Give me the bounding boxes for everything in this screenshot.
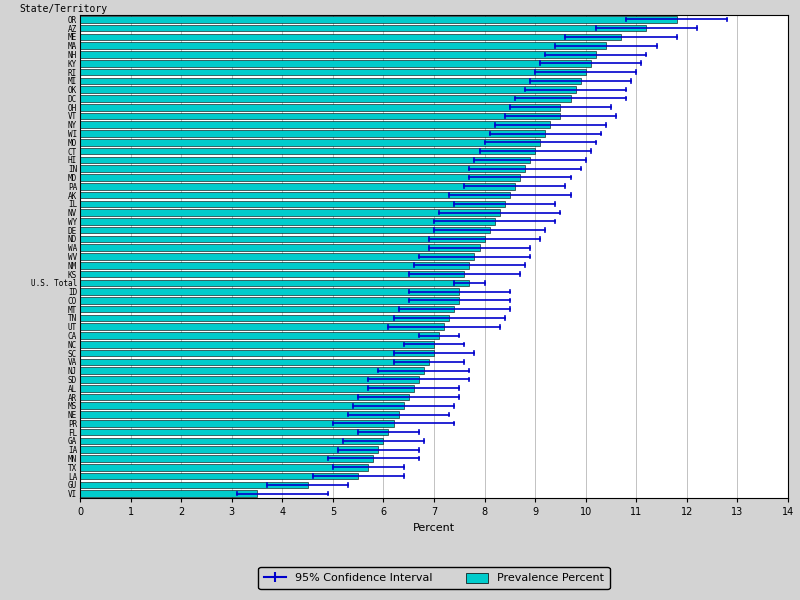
Bar bbox=[80, 139, 540, 146]
Bar bbox=[80, 394, 409, 400]
Bar bbox=[80, 376, 419, 383]
Bar bbox=[80, 174, 520, 181]
Bar bbox=[80, 69, 586, 76]
Bar bbox=[80, 490, 257, 497]
Bar bbox=[80, 113, 561, 119]
Bar bbox=[80, 34, 621, 40]
Bar bbox=[80, 43, 606, 49]
Bar bbox=[80, 104, 561, 110]
Bar bbox=[80, 192, 510, 199]
Bar bbox=[80, 385, 414, 392]
Bar bbox=[80, 473, 358, 479]
Text: State/Territory: State/Territory bbox=[20, 4, 108, 14]
Bar bbox=[80, 429, 389, 436]
Bar bbox=[80, 95, 570, 102]
Bar bbox=[80, 209, 500, 216]
Bar bbox=[80, 297, 459, 304]
Bar bbox=[80, 280, 470, 286]
Bar bbox=[80, 482, 307, 488]
Bar bbox=[80, 271, 464, 277]
Bar bbox=[80, 367, 424, 374]
Bar bbox=[80, 323, 444, 330]
Bar bbox=[80, 411, 398, 418]
Bar bbox=[80, 332, 439, 339]
Legend: 95% Confidence Interval, Prevalence Percent: 95% Confidence Interval, Prevalence Perc… bbox=[258, 567, 610, 589]
Bar bbox=[80, 200, 505, 207]
Bar bbox=[80, 183, 515, 190]
Bar bbox=[80, 121, 550, 128]
Bar bbox=[80, 262, 470, 269]
Bar bbox=[80, 446, 378, 453]
Bar bbox=[80, 244, 479, 251]
Bar bbox=[80, 403, 404, 409]
Bar bbox=[80, 227, 490, 233]
Bar bbox=[80, 236, 485, 242]
Bar bbox=[80, 350, 434, 356]
Bar bbox=[80, 130, 546, 137]
Bar bbox=[80, 166, 525, 172]
Bar bbox=[80, 464, 368, 470]
Bar bbox=[80, 60, 590, 67]
Bar bbox=[80, 437, 383, 444]
Bar bbox=[80, 51, 596, 58]
Bar bbox=[80, 157, 530, 163]
Bar bbox=[80, 359, 429, 365]
Bar bbox=[80, 455, 374, 462]
Bar bbox=[80, 148, 535, 154]
Bar bbox=[80, 289, 459, 295]
X-axis label: Percent: Percent bbox=[413, 523, 455, 533]
Bar bbox=[80, 25, 646, 31]
Bar bbox=[80, 218, 494, 224]
Bar bbox=[80, 306, 454, 313]
Bar bbox=[80, 86, 576, 93]
Bar bbox=[80, 16, 677, 23]
Bar bbox=[80, 314, 449, 321]
Bar bbox=[80, 420, 394, 427]
Bar bbox=[80, 253, 474, 260]
Bar bbox=[80, 341, 434, 347]
Bar bbox=[80, 77, 581, 84]
